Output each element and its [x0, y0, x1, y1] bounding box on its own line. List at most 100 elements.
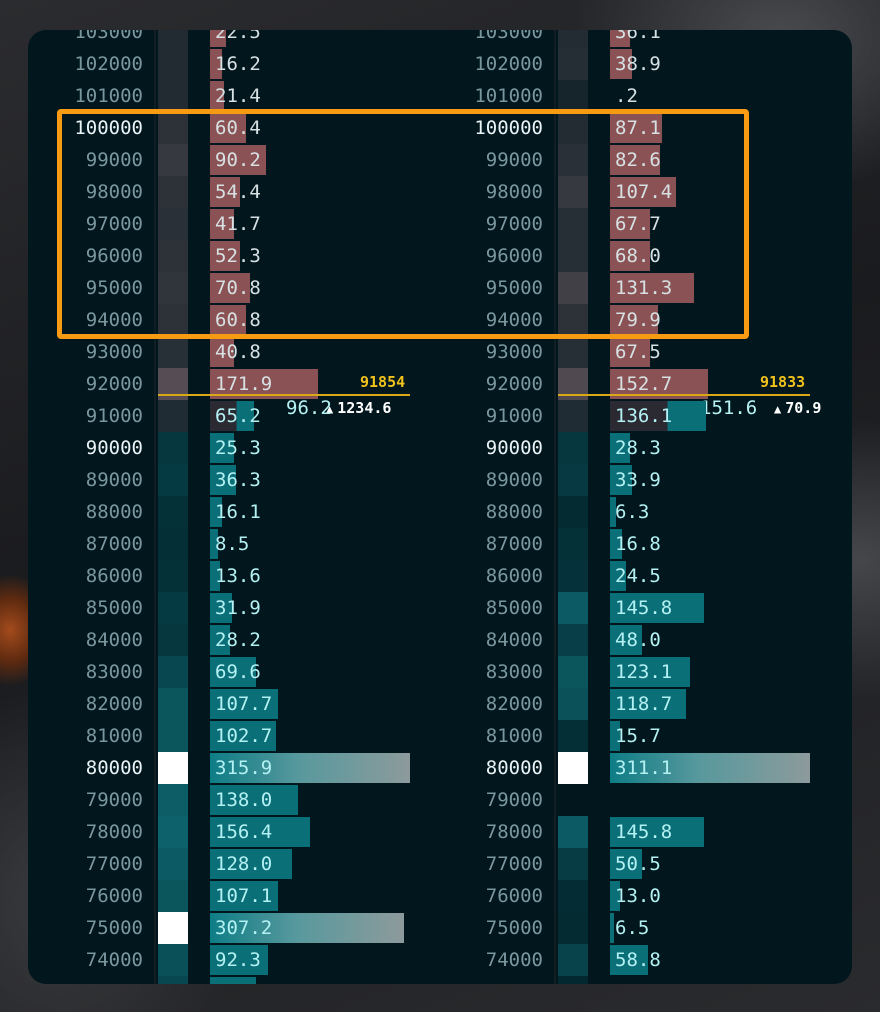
volume-value: 138.0 [215, 789, 273, 811]
ladder-row[interactable]: 95000 70.8 [28, 272, 428, 304]
ladder-row[interactable]: 80000 311.1 [428, 752, 828, 784]
heat-cell [158, 112, 188, 144]
ladder-row[interactable]: 88000 16.1 [28, 496, 428, 528]
ladder-row[interactable]: 94000 60.8 [28, 304, 428, 336]
ladder-row[interactable]: 90000 25.3 [28, 432, 428, 464]
ladder-row[interactable]: 84000 28.2 [28, 624, 428, 656]
volume-bar [210, 657, 256, 687]
ladder-row[interactable]: 89000 33.9 [428, 464, 828, 496]
volume-value: 128.0 [215, 853, 273, 875]
ladder-row[interactable]: 101000 .2 [428, 80, 828, 112]
volume-bar [210, 497, 222, 527]
ladder-row[interactable]: 82000 107.7 [28, 688, 428, 720]
ladder-row[interactable]: 97000 41.7 [28, 208, 428, 240]
ladder-row[interactable]: 99000 90.2 [28, 144, 428, 176]
ladder-row[interactable]: 79000 138.0 [28, 784, 428, 816]
ladder-row[interactable]: 85000 145.8 [428, 592, 828, 624]
ladder-row[interactable]: 89000 36.3 [28, 464, 428, 496]
heat-cell [558, 880, 588, 912]
ladder-row[interactable]: 102000 16.2 [28, 48, 428, 80]
ladder-row[interactable]: 100000 60.4 [28, 112, 428, 144]
volume-bar [210, 305, 246, 335]
ladder-row[interactable]: 85000 31.9 [28, 592, 428, 624]
ladder-row[interactable]: 75000 307.2 [28, 912, 428, 944]
volume-value: 60.4 [215, 117, 261, 139]
ladder-row[interactable]: 78000 145.8 [428, 816, 828, 848]
ladder-row[interactable]: 83000 69.6 [28, 656, 428, 688]
ladder-row[interactable]: 77000 50.5 [428, 848, 828, 880]
ladder-row[interactable]: 96000 68.0 [428, 240, 828, 272]
ladder-row[interactable]: 81000 102.7 [28, 720, 428, 752]
volume-value: 21.4 [215, 85, 261, 107]
ladder-row[interactable]: 86000 24.5 [428, 560, 828, 592]
heat-cell [158, 944, 188, 976]
ladder-row[interactable]: 83000 123.1 [428, 656, 828, 688]
ladder-row[interactable]: 82000 118.7 [428, 688, 828, 720]
volume-value: 67.7 [615, 213, 661, 235]
ladder-row[interactable]: 102000 38.9 [428, 48, 828, 80]
volume-value: 24.5 [615, 565, 661, 587]
ladder-row[interactable]: 95000 131.3 [428, 272, 828, 304]
ladder-row[interactable]: 87000 8.5 [28, 528, 428, 560]
ladder-row[interactable]: 103000 36.1 [428, 30, 828, 48]
ladder-row[interactable]: 86000 13.6 [28, 560, 428, 592]
volume-value: 67.5 [615, 341, 661, 363]
ladder-row[interactable]: 73000 0.0 [428, 976, 828, 984]
price-label: 98000 [485, 181, 543, 203]
price-label: 92000 [485, 373, 543, 395]
price-label: 99000 [485, 149, 543, 171]
volume-value: 92.3 [215, 949, 261, 971]
volume-bar [610, 721, 620, 751]
volume-value: 48.0 [615, 629, 661, 651]
ladder-row[interactable]: 103000 22.5 [28, 30, 428, 48]
ladder-row[interactable]: 97000 67.7 [428, 208, 828, 240]
ladder-row[interactable]: 93000 67.5 [428, 336, 828, 368]
orderbook-panel: 103000 22.5 102000 16.2 101000 21.4 100000 60.4… [28, 30, 852, 984]
volume-value: 70.8 [215, 277, 261, 299]
ladder-row[interactable]: 90000 28.3 [428, 432, 828, 464]
ladder-row[interactable]: 99000 82.6 [428, 144, 828, 176]
heat-cell [558, 48, 588, 80]
volume-bar [610, 305, 658, 335]
ladder-row[interactable]: 79000 [428, 784, 828, 816]
ladder-row[interactable]: 76000 107.1 [28, 880, 428, 912]
volume-value: 8.5 [215, 533, 250, 555]
ladder-row[interactable]: 100000 87.1 [428, 112, 828, 144]
volume-bar [210, 913, 404, 943]
ladder-row[interactable]: 81000 15.7 [428, 720, 828, 752]
ladder-row[interactable]: 77000 128.0 [28, 848, 428, 880]
ladder-row[interactable]: 96000 52.3 [28, 240, 428, 272]
ladder-row[interactable]: 101000 21.4 [28, 80, 428, 112]
ladder-row[interactable]: 98000 54.4 [28, 176, 428, 208]
heat-cell [158, 592, 188, 624]
heat-cell [158, 976, 188, 984]
ladder-row[interactable]: 74000 58.8 [428, 944, 828, 976]
heat-cell [158, 784, 188, 816]
ladder-row[interactable]: 88000 6.3 [428, 496, 828, 528]
ladder-row[interactable]: 78000 156.4 [28, 816, 428, 848]
price-label: 90000 [485, 437, 543, 459]
ladder-row[interactable]: 76000 13.0 [428, 880, 828, 912]
ladder-row[interactable]: 84000 48.0 [428, 624, 828, 656]
ladder-divider [554, 30, 556, 984]
volume-value: 36.1 [615, 30, 661, 43]
ladder-row[interactable]: 74000 92.3 [28, 944, 428, 976]
ladder-row[interactable]: 87000 16.8 [428, 528, 828, 560]
heat-cell [158, 48, 188, 80]
ladder-row[interactable]: 98000 107.4 [428, 176, 828, 208]
ladder-row[interactable]: 73000 71.2 [28, 976, 428, 984]
volume-bar [610, 465, 632, 495]
ladder-divider [154, 30, 156, 984]
ladder-row[interactable]: 91000 65.2 [28, 400, 428, 432]
ladder-row[interactable]: 93000 40.8 [28, 336, 428, 368]
volume-value: 6.5 [615, 917, 650, 939]
ladder-row[interactable]: 94000 79.9 [428, 304, 828, 336]
last-trade-value: 70.9 [785, 399, 822, 417]
price-label: 86000 [485, 565, 543, 587]
ladder-row[interactable]: 80000 315.9 [28, 752, 428, 784]
ladder-row[interactable]: 91000 136.1 [428, 400, 828, 432]
volume-value: 65.2 [215, 405, 261, 427]
ladder-row[interactable]: 75000 6.5 [428, 912, 828, 944]
volume-bar [610, 49, 632, 79]
price-label: 88000 [485, 501, 543, 523]
